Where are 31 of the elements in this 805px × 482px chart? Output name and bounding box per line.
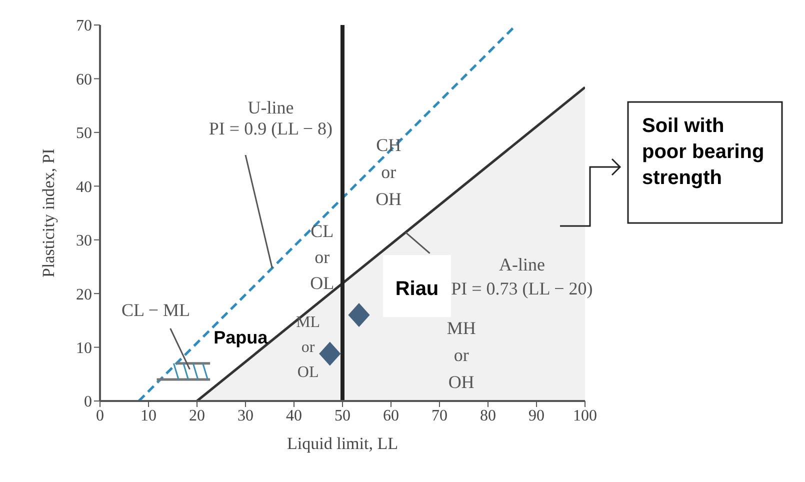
annotation: CL or OL [310, 221, 334, 294]
text: Papua [214, 328, 269, 348]
y-tick-label: 70 [76, 18, 92, 35]
annotation: ML or OL [296, 314, 320, 381]
y-tick-label: 10 [76, 340, 92, 357]
x-tick-label: 60 [383, 407, 399, 424]
y-tick-label: 30 [76, 232, 92, 250]
annotation: CH or OH [376, 135, 402, 210]
x-tick-label: 80 [480, 407, 496, 424]
x-tick-label: 100 [573, 407, 597, 424]
x-tick-label: 90 [528, 407, 544, 424]
y-tick-label: 60 [76, 71, 92, 88]
x-tick-label: 40 [286, 407, 302, 424]
x-axis-title: Liquid limit, LL [287, 434, 398, 453]
y-tick-label: 20 [76, 286, 92, 304]
y-tick-label: 50 [76, 125, 92, 142]
annotation: CL − ML [122, 300, 190, 320]
annotation: MH or OH [446, 318, 476, 392]
x-tick-label: 30 [238, 407, 254, 424]
x-tick-label: 10 [140, 407, 156, 424]
x-tick-label: 70 [432, 407, 448, 424]
annotation: U-line PI = 0.9 (LL − 8) [208, 98, 333, 139]
text: Soil with poor bearing strength [642, 115, 764, 189]
y-tick-label: 40 [76, 178, 92, 196]
y-tick-label: 0 [84, 394, 92, 411]
x-tick-label: 0 [96, 407, 104, 424]
annotation: A-line PI = 0.73 (LL − 20) [451, 254, 593, 298]
x-tick-label: 50 [334, 407, 350, 424]
y-axis-title: Plasticity index, PI [39, 148, 58, 278]
series-label: Riau [395, 278, 439, 300]
x-tick-label: 20 [189, 407, 205, 424]
